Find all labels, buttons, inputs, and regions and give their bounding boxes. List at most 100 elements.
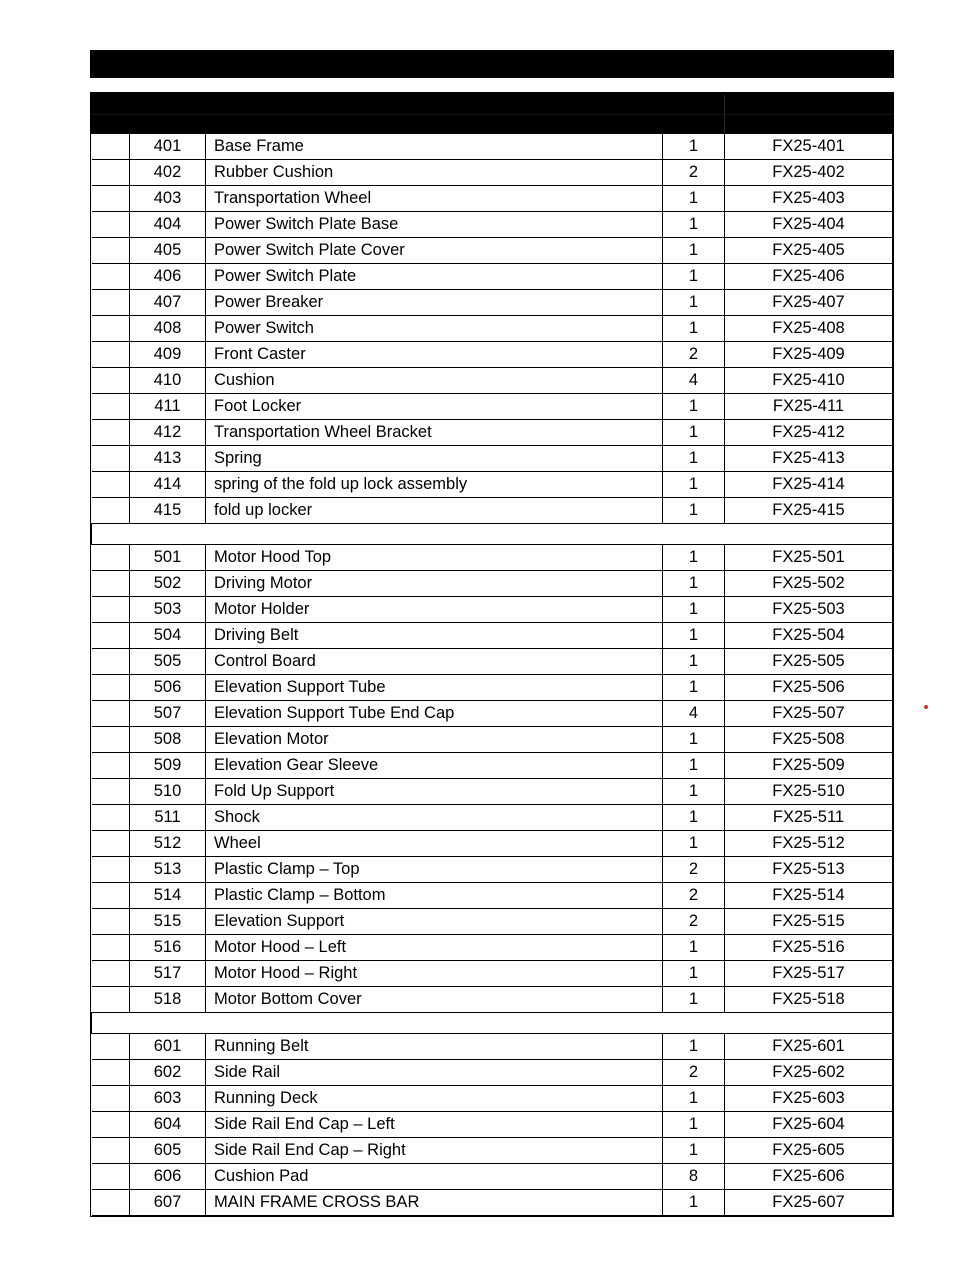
part-number: 601 xyxy=(130,1034,206,1060)
part-qty: 1 xyxy=(663,1034,725,1060)
part-description: Driving Belt xyxy=(206,623,663,649)
part-code: FX25-503 xyxy=(725,597,893,623)
part-number: 414 xyxy=(130,472,206,498)
table-row: 511Shock1FX25-511 xyxy=(92,805,893,831)
row-lead-cell xyxy=(92,1138,130,1164)
part-number: 510 xyxy=(130,779,206,805)
table-row: 504Driving Belt1FX25-504 xyxy=(92,623,893,649)
part-code: FX25-403 xyxy=(725,186,893,212)
row-lead-cell xyxy=(92,394,130,420)
part-description: Running Deck xyxy=(206,1086,663,1112)
part-number: 410 xyxy=(130,368,206,394)
part-description: Transportation Wheel Bracket xyxy=(206,420,663,446)
part-code: FX25-510 xyxy=(725,779,893,805)
part-code: FX25-506 xyxy=(725,675,893,701)
part-code: FX25-516 xyxy=(725,935,893,961)
table-row: 509Elevation Gear Sleeve1FX25-509 xyxy=(92,753,893,779)
part-qty: 1 xyxy=(663,472,725,498)
row-lead-cell xyxy=(92,160,130,186)
part-description: Driving Motor xyxy=(206,571,663,597)
part-description: Spring xyxy=(206,446,663,472)
row-lead-cell xyxy=(92,472,130,498)
part-qty: 1 xyxy=(663,290,725,316)
part-qty: 2 xyxy=(663,883,725,909)
part-qty: 1 xyxy=(663,420,725,446)
table-row: 606Cushion Pad8FX25-606 xyxy=(92,1164,893,1190)
part-qty: 1 xyxy=(663,212,725,238)
part-code: FX25-604 xyxy=(725,1112,893,1138)
part-code: FX25-514 xyxy=(725,883,893,909)
part-description: Motor Hood Top xyxy=(206,545,663,571)
part-code: FX25-412 xyxy=(725,420,893,446)
row-lead-cell xyxy=(92,134,130,160)
part-description: Elevation Support Tube xyxy=(206,675,663,701)
part-qty: 1 xyxy=(663,935,725,961)
table-row: 410Cushion4FX25-410 xyxy=(92,368,893,394)
part-code: FX25-508 xyxy=(725,727,893,753)
part-code: FX25-408 xyxy=(725,316,893,342)
table-row: 503Motor Holder1FX25-503 xyxy=(92,597,893,623)
part-number: 409 xyxy=(130,342,206,368)
group-spacer xyxy=(92,524,893,545)
row-lead-cell xyxy=(92,420,130,446)
part-description: Foot Locker xyxy=(206,394,663,420)
part-number: 405 xyxy=(130,238,206,264)
part-qty: 1 xyxy=(663,571,725,597)
part-description: Power Switch Plate Cover xyxy=(206,238,663,264)
group-spacer xyxy=(92,1013,893,1034)
part-description: Motor Hood – Right xyxy=(206,961,663,987)
part-number: 407 xyxy=(130,290,206,316)
part-qty: 1 xyxy=(663,446,725,472)
part-description: Power Switch xyxy=(206,316,663,342)
part-number: 602 xyxy=(130,1060,206,1086)
part-code: FX25-502 xyxy=(725,571,893,597)
part-number: 413 xyxy=(130,446,206,472)
part-number: 512 xyxy=(130,831,206,857)
table-row: 507Elevation Support Tube End Cap4FX25-5… xyxy=(92,701,893,727)
table-row: 411Foot Locker1FX25-411 xyxy=(92,394,893,420)
part-number: 511 xyxy=(130,805,206,831)
part-description: Control Board xyxy=(206,649,663,675)
part-description: Side Rail End Cap – Left xyxy=(206,1112,663,1138)
part-description: Shock xyxy=(206,805,663,831)
table-row: 517Motor Hood – Right1FX25-517 xyxy=(92,961,893,987)
row-lead-cell xyxy=(92,805,130,831)
part-code: FX25-415 xyxy=(725,498,893,524)
table-row: 508Elevation Motor1FX25-508 xyxy=(92,727,893,753)
part-description: Front Caster xyxy=(206,342,663,368)
row-lead-cell xyxy=(92,1060,130,1086)
part-number: 515 xyxy=(130,909,206,935)
row-lead-cell xyxy=(92,649,130,675)
part-number: 605 xyxy=(130,1138,206,1164)
section-heading-bar xyxy=(90,50,894,78)
table-row: 404Power Switch Plate Base1FX25-404 xyxy=(92,212,893,238)
parts-table: 401Base Frame1FX25-401402Rubber Cushion2… xyxy=(91,95,893,1216)
part-description: Motor Hood – Left xyxy=(206,935,663,961)
table-row: 512Wheel1FX25-512 xyxy=(92,831,893,857)
row-lead-cell xyxy=(92,1034,130,1060)
row-lead-cell xyxy=(92,1190,130,1216)
part-number: 509 xyxy=(130,753,206,779)
part-qty: 1 xyxy=(663,727,725,753)
part-description: Elevation Support xyxy=(206,909,663,935)
row-lead-cell xyxy=(92,727,130,753)
part-description: Wheel xyxy=(206,831,663,857)
part-number: 506 xyxy=(130,675,206,701)
row-lead-cell xyxy=(92,368,130,394)
part-code: FX25-607 xyxy=(725,1190,893,1216)
table-row: 505Control Board1FX25-505 xyxy=(92,649,893,675)
margin-marker-dot xyxy=(924,705,928,709)
part-qty: 2 xyxy=(663,1060,725,1086)
table-row: 601Running Belt1FX25-601 xyxy=(92,1034,893,1060)
part-code: FX25-505 xyxy=(725,649,893,675)
part-number: 606 xyxy=(130,1164,206,1190)
row-lead-cell xyxy=(92,753,130,779)
part-number: 505 xyxy=(130,649,206,675)
part-description: Cushion Pad xyxy=(206,1164,663,1190)
part-code: FX25-512 xyxy=(725,831,893,857)
row-lead-cell xyxy=(92,623,130,649)
row-lead-cell xyxy=(92,571,130,597)
row-lead-cell xyxy=(92,1112,130,1138)
row-lead-cell xyxy=(92,498,130,524)
part-description: Plastic Clamp – Top xyxy=(206,857,663,883)
